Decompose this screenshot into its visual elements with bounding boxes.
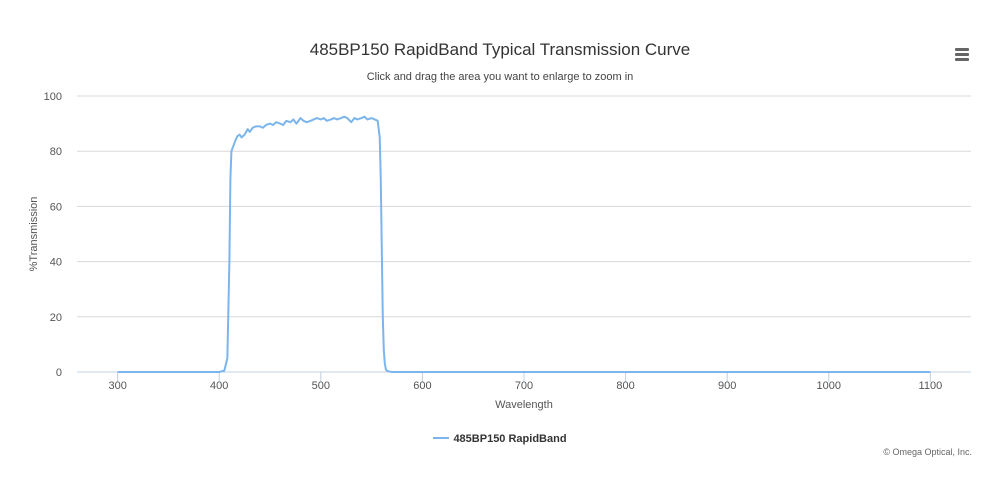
hamburger-menu-icon[interactable] <box>951 46 973 64</box>
y-tick-label: 40 <box>50 257 62 269</box>
y-tick-label: 80 <box>50 146 62 158</box>
x-tick-label: 600 <box>413 380 431 392</box>
series-line <box>117 115 931 373</box>
credits-text: © Omega Optical, Inc. <box>883 447 972 457</box>
legend-swatch <box>433 437 450 440</box>
x-tick-label: 1000 <box>817 380 841 392</box>
chart-title: 485BP150 RapidBand Typical Transmission … <box>309 40 691 59</box>
y-tick-label: 100 <box>44 91 62 103</box>
chart-subtitle: Click and drag the area you want to enla… <box>366 71 634 83</box>
x-tick-label: 1100 <box>919 380 943 392</box>
y-axis-title: %Transmission <box>28 197 40 272</box>
y-tick-label: 0 <box>56 367 62 379</box>
y-tick-label: 60 <box>50 201 62 213</box>
x-tick-label: 400 <box>210 380 228 392</box>
menu-bar <box>955 53 969 56</box>
legend-item[interactable]: 485BP150 RapidBand <box>0 433 1000 445</box>
x-tick-label: 900 <box>718 380 736 392</box>
y-tick-label: 20 <box>50 312 62 324</box>
x-tick-label: 500 <box>312 380 330 392</box>
legend-label: 485BP150 RapidBand <box>453 433 567 445</box>
x-tick-label: 300 <box>108 380 126 392</box>
x-tick-label: 800 <box>616 380 634 392</box>
x-tick-label: 700 <box>515 380 533 392</box>
menu-bar <box>955 58 969 61</box>
menu-bar <box>955 48 969 51</box>
x-axis-title: Wavelength <box>495 399 553 411</box>
